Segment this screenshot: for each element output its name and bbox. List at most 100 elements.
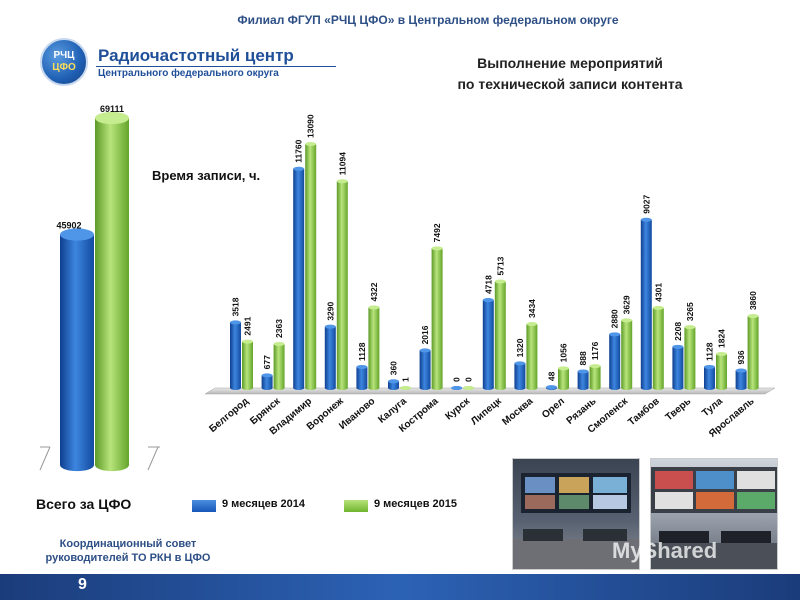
bar-орел-2015 xyxy=(558,368,569,388)
bar-смоленск-2015-cap xyxy=(621,318,633,323)
bar-калуга-2015-cap xyxy=(400,385,411,390)
value-label-владимир-2015: 13090 xyxy=(306,114,316,138)
bar-липецк-2014-cap xyxy=(482,298,494,303)
logo-subtitle: Центрального федерального округа xyxy=(98,68,279,79)
control-room-photo-2-art xyxy=(651,467,777,569)
value-label-рязань-2015: 1176 xyxy=(590,341,600,360)
value-label-орел-2014: 48 xyxy=(547,371,557,381)
page-header: Филиал ФГУП «РЧЦ ЦФО» в Центральном феде… xyxy=(237,13,619,27)
total-bar-2014-cap xyxy=(60,228,94,241)
total-bar-2015 xyxy=(95,118,129,465)
bar-иваново-2015 xyxy=(368,307,380,388)
total-label: Всего за ЦФО xyxy=(36,496,132,512)
value-label-кострома-2015: 7492 xyxy=(432,223,442,242)
bar-москва-2015 xyxy=(526,323,538,388)
bar-рязань-2014 xyxy=(577,371,589,388)
bar-липецк-2015-base xyxy=(494,386,506,390)
control-room-photo-1 xyxy=(512,458,640,570)
page-number: 9 xyxy=(78,576,87,593)
bar-тамбов-2015-base xyxy=(652,386,664,390)
bar-воронеж-2014-base xyxy=(324,386,336,390)
bars-layer: 459026911135182491Белгород6772363Брянск1… xyxy=(56,104,759,472)
value-label-калуга-2014: 360 xyxy=(389,361,399,375)
value-label-смоленск-2015: 3629 xyxy=(622,295,632,314)
bar-тверь-2015 xyxy=(684,327,696,388)
bar-иваново-2014-cap xyxy=(356,364,368,369)
bar-белгород-2015-cap xyxy=(242,339,253,344)
value-label-белгород-2015: 2491 xyxy=(243,316,253,335)
bar-ярославль-2014-base xyxy=(735,386,747,390)
bar-липецк-2015 xyxy=(494,281,506,388)
bar-белгород-2014 xyxy=(230,322,241,388)
bar-кострома-2014 xyxy=(419,350,431,388)
legend-2014: 9 месяцев 2014 xyxy=(192,498,342,516)
bar-владимир-2015-base xyxy=(305,386,317,390)
value-label-иваново-2014: 1128 xyxy=(357,342,367,361)
category-label-тверь: Тверь xyxy=(664,396,694,423)
value-label-липецк-2014: 4718 xyxy=(483,275,493,294)
bar-ярославль-2015 xyxy=(747,316,759,388)
legend-swatch-2015 xyxy=(344,500,368,512)
chart-title-line2: по технической записи контента xyxy=(457,76,683,92)
bar-владимир-2014-cap xyxy=(293,166,305,171)
bar-калуга-2014-cap xyxy=(388,379,399,384)
total-value-label-2014: 45902 xyxy=(56,221,81,231)
bar-кострома-2015-cap xyxy=(431,246,443,251)
bar-рязань-2015-base xyxy=(589,386,601,390)
bar-тула-2014-base xyxy=(704,386,715,390)
bar-москва-2014 xyxy=(514,363,526,388)
bar-владимир-2015-cap xyxy=(305,142,317,146)
bar-воронеж-2014 xyxy=(324,326,336,388)
bar-липецк-2014 xyxy=(482,300,494,388)
bar-кострома-2014-cap xyxy=(419,348,431,353)
bar-воронеж-2014-cap xyxy=(324,324,336,329)
bar-иваново-2015-base xyxy=(368,386,380,390)
bar-смоленск-2014-cap xyxy=(609,332,621,337)
bar-калуга-2014-base xyxy=(388,386,399,390)
bar-кострома-2015-base xyxy=(431,386,443,390)
bar-тула-2015-base xyxy=(716,386,727,390)
bar-тула-2014-cap xyxy=(704,364,715,369)
bar-иваново-2014-base xyxy=(356,386,368,390)
category-label-липецк: Липецк xyxy=(469,395,504,427)
bar-москва-2015-cap xyxy=(526,321,538,326)
footer-text-line1: Координационный совет xyxy=(59,538,197,550)
category-label-москва: Москва xyxy=(500,396,535,428)
value-label-кострома-2014: 2016 xyxy=(420,325,430,344)
value-label-тамбов-2014: 9027 xyxy=(641,195,651,214)
bar-москва-2015-base xyxy=(526,386,538,390)
logo-badge: РЧЦ ЦФО xyxy=(40,38,88,86)
bar-тула-2014 xyxy=(704,366,715,388)
total-axis-tick-left xyxy=(39,446,51,471)
bar-ярославль-2015-base xyxy=(747,386,759,390)
bar-орел-2015-base xyxy=(558,386,569,390)
chart-title-line1: Выполнение мероприятий xyxy=(477,55,663,71)
chart-title: Выполнение мероприятий по технической за… xyxy=(400,53,740,95)
bar-брянск-2014 xyxy=(261,375,273,388)
value-label-калуга-2015: 1 xyxy=(401,377,411,382)
value-label-воронеж-2014: 3290 xyxy=(325,301,335,320)
bar-владимир-2014-base xyxy=(293,386,305,390)
bar-курск-2015-cap xyxy=(463,386,475,390)
bar-тверь-2014-cap xyxy=(672,344,684,349)
bar-рязань-2015-cap xyxy=(589,364,601,369)
bar-белгород-2014-cap xyxy=(230,320,241,325)
footer-text: Координационный совет руководителей ТО Р… xyxy=(8,537,248,565)
bar-смоленск-2015 xyxy=(621,320,633,388)
bar-белгород-2014-base xyxy=(230,386,241,390)
value-label-тула-2014: 1128 xyxy=(705,342,715,361)
total-bar-2015-cap xyxy=(95,111,129,125)
value-label-москва-2015: 3434 xyxy=(527,299,537,318)
control-room-photo-2 xyxy=(650,458,778,570)
logo-badge-line1: РЧЦ xyxy=(53,50,75,61)
bar-иваново-2014 xyxy=(356,366,368,388)
watermark: MyShared xyxy=(612,538,718,563)
total-bar-2014-base xyxy=(60,458,94,472)
category-label-тула: Тула xyxy=(700,396,725,420)
value-label-курск-2014: 0 xyxy=(452,377,462,382)
value-label-тамбов-2015: 4301 xyxy=(653,283,663,302)
value-label-владимир-2014: 11760 xyxy=(294,139,304,162)
bar-смоленск-2014 xyxy=(609,334,621,388)
bar-рязань-2015 xyxy=(589,366,601,388)
value-label-орел-2015: 1056 xyxy=(559,343,569,362)
